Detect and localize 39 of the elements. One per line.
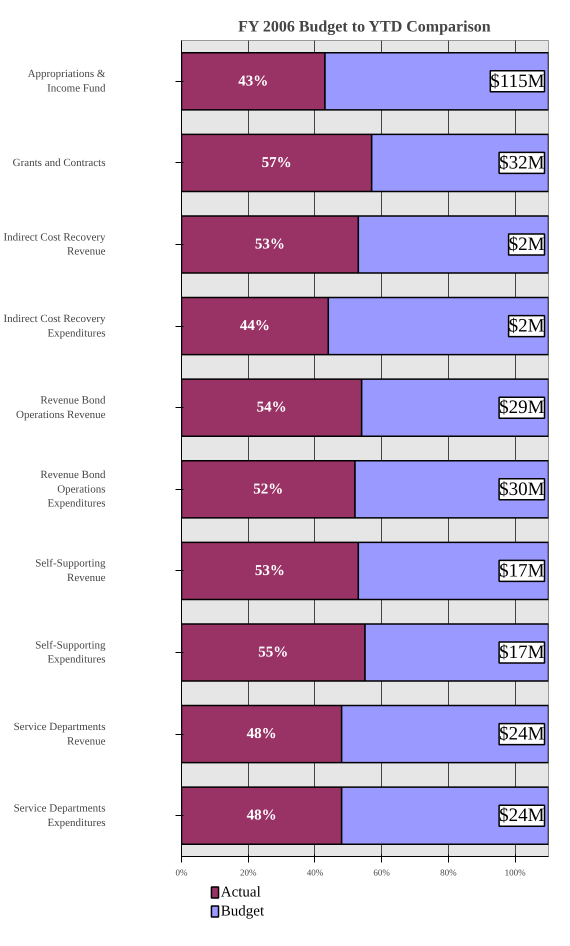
annotation: $115M: [490, 70, 545, 92]
legend-label: Budget: [220, 904, 265, 920]
y-tick-label: Revenue Bond Operations Expenditures: [40, 468, 106, 510]
y-tick-label: Self-Supporting Revenue: [35, 558, 106, 584]
data-label: 53%: [254, 236, 285, 252]
y-tick-label: Indirect Cost Recovery Expenditures: [3, 312, 106, 340]
annotation: $2M: [508, 234, 545, 255]
annotation: $32M: [499, 152, 545, 174]
data-label: 53%: [254, 562, 285, 579]
data-label: 52%: [253, 481, 284, 498]
annotation: $17M: [499, 560, 545, 582]
x-tick-label: 40%: [306, 868, 324, 878]
data-label: 54%: [256, 400, 287, 416]
legend-label: Actual: [220, 884, 261, 900]
annotation: $17M: [499, 642, 545, 663]
y-tick-label: Self-Supporting Expenditures: [35, 639, 106, 666]
x-tick-label: 0%: [176, 868, 188, 878]
y-tick-label: Service Departments Expenditures: [14, 802, 106, 829]
annotation: $24M: [499, 724, 545, 745]
x-tick-label: 20%: [240, 868, 257, 878]
y-tick-label: Revenue Bond Operations Revenue: [16, 394, 106, 421]
annotation: $29M: [499, 397, 545, 418]
x-tick-label: 60%: [373, 868, 390, 878]
y-tick-label: Indirect Cost Recovery Revenue: [3, 231, 106, 258]
annotation: $2M: [508, 316, 545, 337]
annotation: $30M: [499, 478, 545, 500]
y-tick-label: Service Departments Revenue: [14, 720, 106, 748]
x-tick-label: 100%: [504, 868, 526, 878]
data-label: 43%: [238, 73, 268, 90]
data-label: 44%: [240, 318, 270, 334]
chart-title: FY 2006 Budget to YTD Comparison: [238, 18, 491, 36]
data-label: 57%: [262, 154, 292, 171]
data-label: 48%: [246, 726, 277, 742]
x-tick-label: 80%: [440, 868, 458, 878]
annotation: $24M: [499, 805, 545, 826]
y-tick-label: Grants and Contracts: [12, 156, 106, 169]
data-label: 48%: [246, 808, 277, 824]
data-label: 55%: [258, 644, 288, 660]
y-tick-label: Appropriations & Income Fund: [28, 68, 106, 94]
